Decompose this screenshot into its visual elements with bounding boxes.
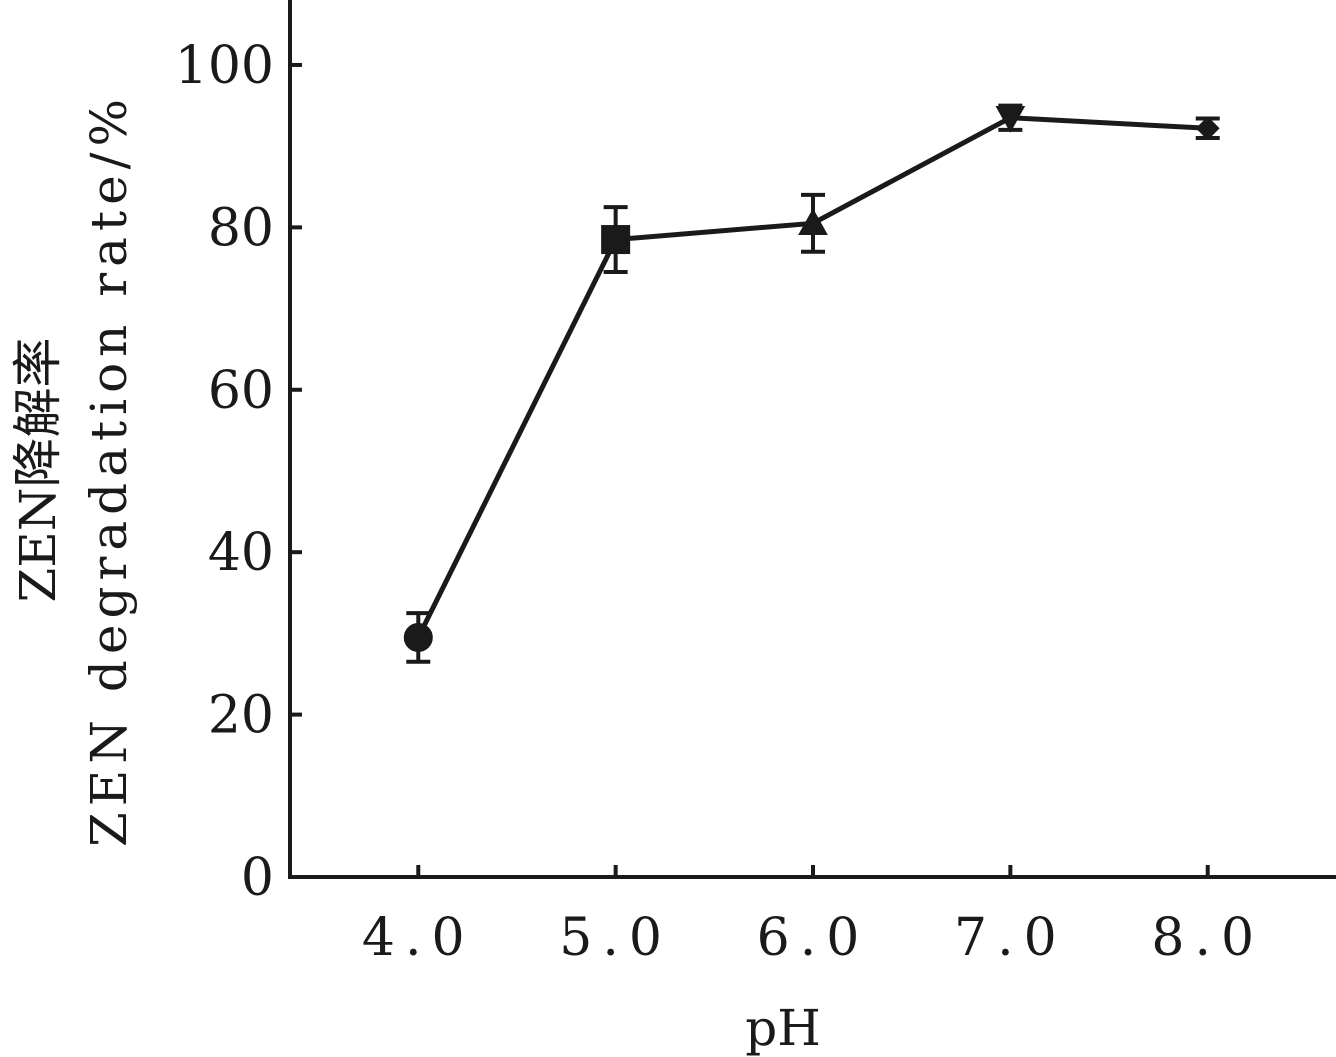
- y-tick-label: 20: [208, 686, 274, 746]
- marker-triangle-up: [798, 208, 828, 236]
- axis-frame: [288, 0, 1336, 879]
- marker-diamond: [1195, 116, 1220, 141]
- marker-triangle-down: [995, 106, 1026, 133]
- x-tick-label: 5.0: [559, 908, 672, 968]
- data-point: [995, 103, 1026, 133]
- x-axis-title: pH: [745, 999, 821, 1057]
- y-axis-title-en: ZEN degradation rate/%: [80, 93, 138, 847]
- y-tick-label: 60: [208, 361, 274, 421]
- x-tick-label: 8.0: [1151, 908, 1264, 968]
- x-tick-label: 7.0: [954, 908, 1067, 968]
- y-tick-label: 80: [208, 198, 274, 258]
- x-tick-label: 4.0: [362, 908, 475, 968]
- axes: [288, 0, 1336, 879]
- y-axis-title-cn: ZEN降解率: [9, 338, 67, 603]
- data-point: [403, 611, 433, 664]
- y-tick-label: 40: [208, 523, 274, 583]
- y-axis-ticks: 0 20 40 60 80 100: [175, 36, 302, 908]
- data-point: [601, 205, 631, 275]
- series-layer: [403, 103, 1220, 664]
- marker-square: [601, 225, 631, 255]
- x-axis-ticks: 4.0 5.0 6.0 7.0 8.0: [362, 865, 1264, 968]
- x-tick-label: 6.0: [757, 908, 870, 968]
- marker-circle: [403, 622, 433, 652]
- data-point: [1195, 116, 1220, 141]
- data-point: [798, 192, 828, 254]
- y-tick-label: 100: [175, 36, 274, 96]
- y-tick-label: 0: [241, 848, 274, 908]
